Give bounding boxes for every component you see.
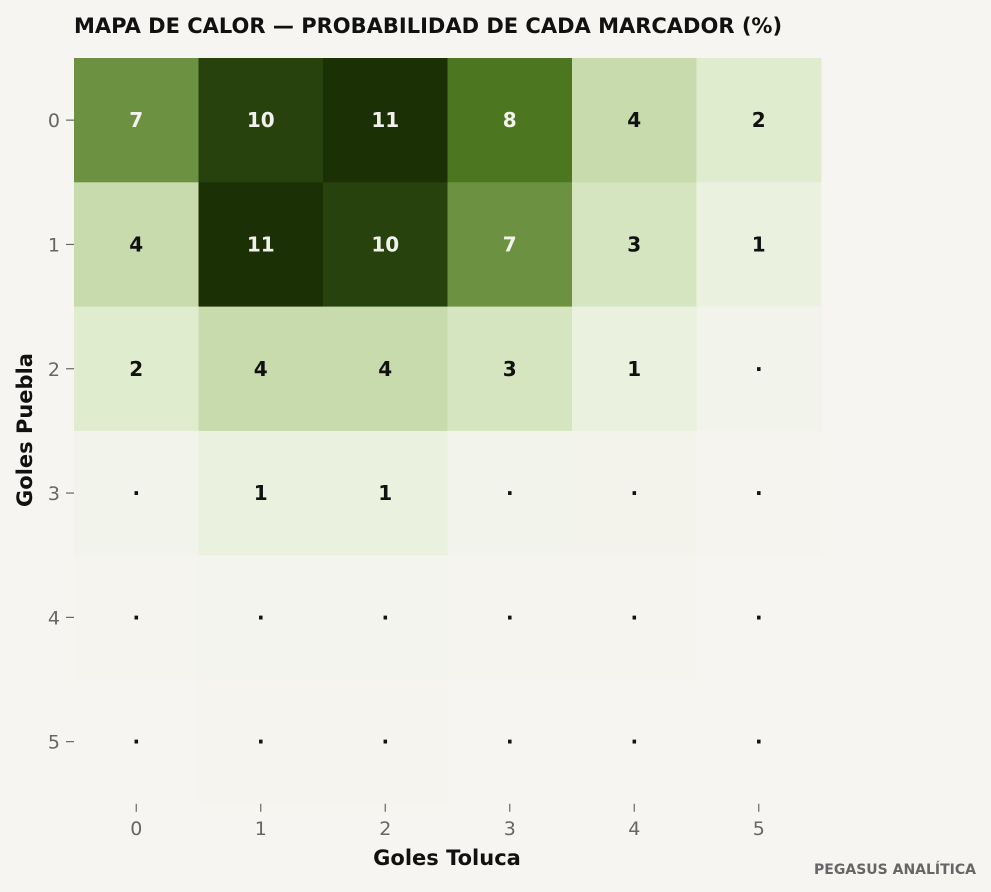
cell-value-label: 3: [627, 232, 641, 256]
heatmap-cell: [323, 306, 448, 432]
x-tick-label: 0: [130, 818, 142, 840]
cell-value-label: ·: [755, 357, 763, 381]
y-tick-label: 4: [48, 607, 60, 629]
heatmap-cells: 7 10 11 8 4 24 11 10 7 3 12 4 4 3 1 ·· 1 1 · · ·· · · · · ·· · · · · ·: [74, 58, 822, 805]
cell-value-label: ·: [132, 481, 140, 505]
cell-value-label: ·: [755, 481, 763, 505]
heatmap-cell: [323, 182, 448, 308]
heatmap-cell: [198, 182, 324, 308]
heatmap-cell: [74, 182, 199, 308]
heatmap-cell: [696, 306, 822, 432]
heatmap-cell: [198, 306, 324, 432]
cell-value-label: 11: [371, 108, 399, 132]
cell-value-label: 7: [129, 108, 143, 132]
cell-value-label: ·: [381, 605, 389, 629]
y-tick-label: 5: [48, 732, 60, 754]
heatmap-cell: [696, 679, 822, 805]
heatmap-cell: [74, 555, 199, 680]
chart-title: MAPA DE CALOR — PROBABILIDAD DE CADA MAR…: [74, 14, 782, 38]
heatmap-cell: [74, 679, 199, 805]
heatmap-cell: [198, 555, 324, 680]
cell-value-label: 4: [627, 108, 641, 132]
heatmap-cell: [323, 679, 448, 805]
cell-value-label: 10: [371, 232, 399, 256]
cell-value-label: 8: [503, 108, 517, 132]
cell-value-label: ·: [755, 605, 763, 629]
cell-value-label: ·: [132, 730, 140, 754]
heatmap-cell: [447, 182, 573, 308]
cell-value-label: 4: [129, 232, 143, 256]
heatmap-cell: [572, 182, 697, 308]
heatmap-cell: [572, 306, 697, 432]
cell-value-label: 2: [129, 357, 143, 381]
cell-value-label: ·: [132, 605, 140, 629]
heatmap-cell: [74, 58, 199, 183]
y-tick-label: 0: [48, 110, 60, 132]
heatmap-cell: [198, 58, 324, 183]
cell-value-label: ·: [630, 481, 638, 505]
cell-value-label: ·: [506, 730, 514, 754]
heatmap-cell: [74, 306, 199, 432]
cell-value-label: 2: [752, 108, 766, 132]
cell-value-label: 4: [378, 357, 392, 381]
heatmap-cell: [696, 430, 822, 556]
x-tick-label: 1: [255, 818, 267, 840]
heatmap-cell: [696, 182, 822, 308]
heatmap-cell: [572, 58, 697, 183]
cell-value-label: ·: [755, 730, 763, 754]
x-tick-label: 4: [628, 818, 640, 840]
cell-value-label: 11: [247, 232, 275, 256]
cell-value-label: 7: [503, 232, 517, 256]
cell-value-label: 1: [378, 481, 392, 505]
cell-value-label: 1: [627, 357, 641, 381]
heatmap-cell: [74, 430, 199, 556]
cell-value-label: ·: [381, 730, 389, 754]
cell-value-label: 10: [247, 108, 275, 132]
y-tick-label: 3: [48, 483, 60, 505]
y-tick-label: 1: [48, 234, 60, 256]
x-tick-label: 2: [379, 818, 391, 840]
heatmap-cell: [447, 679, 573, 805]
credit-label: PEGASUS ANALÍTICA: [814, 861, 976, 878]
y-tick-label: 2: [48, 359, 60, 381]
heatmap-cell: [447, 306, 573, 432]
heatmap-cell: [323, 430, 448, 556]
heatmap-cell: [323, 58, 448, 183]
cell-value-label: ·: [506, 605, 514, 629]
heatmap-cell: [696, 58, 822, 183]
x-tick-label: 5: [753, 818, 765, 840]
x-tick-label: 3: [504, 818, 516, 840]
heatmap-cell: [447, 430, 573, 556]
y-axis-title: Goles Puebla: [13, 353, 37, 507]
heatmap-cell: [696, 555, 822, 680]
heatmap-cell: [323, 555, 448, 680]
heatmap-cell: [572, 679, 697, 805]
cell-value-label: 1: [752, 232, 766, 256]
cell-value-label: ·: [257, 605, 265, 629]
x-axis-title: Goles Toluca: [373, 846, 521, 870]
heatmap-cell: [572, 555, 697, 680]
y-axis-ticks: 0 1 2 3 4 5: [48, 110, 74, 754]
heatmap-cell: [447, 555, 573, 680]
cell-value-label: ·: [257, 730, 265, 754]
cell-value-label: 4: [254, 357, 268, 381]
cell-value-label: ·: [630, 730, 638, 754]
cell-value-label: ·: [630, 605, 638, 629]
heatmap-cell: [198, 679, 324, 805]
cell-value-label: 1: [254, 481, 268, 505]
heatmap-cell: [572, 430, 697, 556]
heatmap-cell: [198, 430, 324, 556]
cell-value-label: ·: [506, 481, 514, 505]
cell-value-label: 3: [503, 357, 517, 381]
x-axis-ticks: 0 1 2 3 4 5: [130, 803, 765, 840]
heatmap-cell: [447, 58, 573, 183]
